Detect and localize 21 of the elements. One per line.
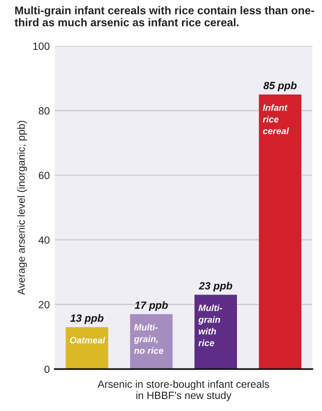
y-tick-label: 80 [38,107,50,115]
y-axis-title: Average arsenic level (inorganic, ppb) [17,120,27,295]
bar [130,314,173,370]
x-tick-label: Multi- grain with rice [198,304,222,346]
bar [66,327,108,370]
y-tick-label: 0 [44,366,50,373]
y-tick-label: 60 [38,172,50,180]
data-label: 17 ppb [134,301,168,311]
x-axis-title: Arsenic in store-bought infant cereals in HBBF's new study [98,380,270,402]
y-tick-label: 40 [38,236,50,244]
data-label: 23 ppb [198,282,232,292]
data-label: 13 ppb [70,314,104,324]
bar [194,294,237,370]
bar [258,94,302,370]
y-tick-label: 100 [33,42,50,50]
chart-title: Multi-grain infant cereals with rice contain less than one- third as much arsenic as infant rice cereal. [14,6,314,26]
y-tick-label: 20 [38,300,50,308]
data-label: 85 ppb [263,82,297,92]
x-tick-label: Infant rice cereal [262,104,290,134]
x-tick-label: Oatmeal [70,336,106,344]
x-tick-label: Multi- grain, no rice [134,324,164,354]
